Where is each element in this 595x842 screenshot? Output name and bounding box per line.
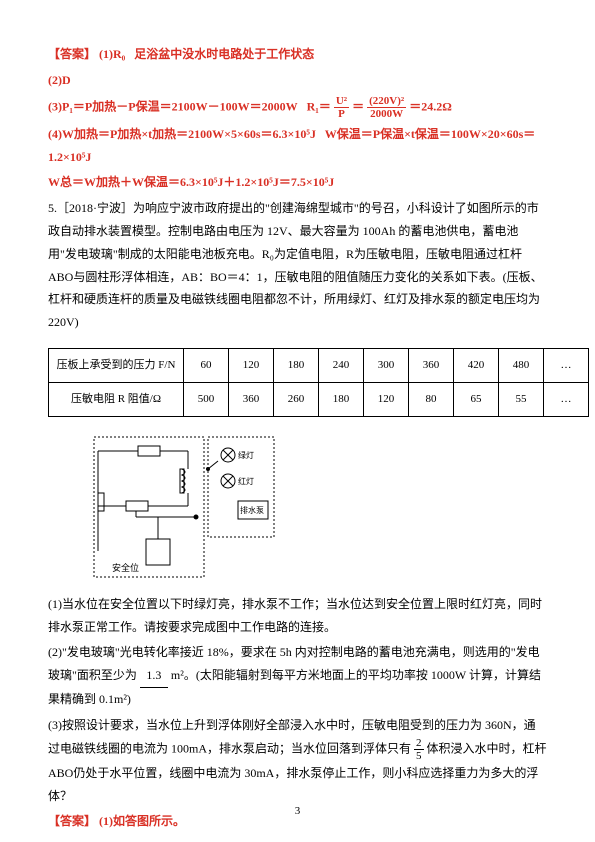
fraction-r1b: (220V)² 2000W (367, 95, 406, 120)
blank-answer: 1.3 (140, 664, 168, 688)
answer-line-1: 【答案】 (1)R₀ 足浴盆中没水时电路处于工作状态 (48, 43, 547, 66)
svg-text:绿灯: 绿灯 (238, 450, 254, 460)
table-row: 压板上承受到的压力 F/N 60 120 180 240 300 360 420… (49, 348, 589, 382)
svg-text:排水泵: 排水泵 (240, 505, 264, 515)
svg-text:红灯: 红灯 (238, 476, 254, 486)
fraction-25: 2 5 (414, 737, 424, 762)
page-number: 3 (0, 801, 595, 822)
circuit-diagram: 安全位 绿灯 红灯 排水泵 (88, 431, 278, 581)
question-part-2: (2)"发电玻璃"光电转化率接近 18%，要求在 5h 内对控制电路的蓄电池充满… (48, 641, 547, 710)
question-part-1: (1)当水位在安全位置以下时绿灯亮，排水泵不工作；当水位达到安全位置上限时红灯亮… (48, 593, 547, 639)
answer-1a: (1)R₀ (99, 47, 125, 61)
question-body: 5.［2018·宁波］为响应宁波市政府提出的"创建海绵型城市"的号召，小科设计了… (48, 197, 547, 334)
answer-line-5: W总＝W加热＋W保温＝6.3×10⁵J＋1.2×10⁵J＝7.5×10⁵J (48, 171, 547, 194)
fraction-r1: U² P (334, 95, 349, 120)
answer-line-4: (4)W加热＝P加热×t加热＝2100W×5×60s＝6.3×10⁵J W保温＝… (48, 123, 547, 169)
svg-text:安全位: 安全位 (112, 562, 139, 573)
row2-label: 压敏电阻 R 阻值/Ω (49, 382, 184, 416)
answer-title: 【答案】 (48, 47, 96, 61)
answer-1b: 足浴盆中没水时电路处于工作状态 (134, 47, 314, 61)
row1-label: 压板上承受到的压力 F/N (49, 348, 184, 382)
question-part-3: (3)按照设计要求，当水位上升到浮体刚好全部浸入水中时，压敏电阻受到的压力为 3… (48, 714, 547, 808)
answer-line-2: (2)D (48, 69, 547, 92)
table-row: 压敏电阻 R 阻值/Ω 500 360 260 180 120 80 65 55… (49, 382, 589, 416)
answer-line-3: (3)P₁＝P加热－P保温＝2100W－100W＝2000W R₁＝ U² P … (48, 95, 547, 120)
data-table: 压板上承受到的压力 F/N 60 120 180 240 300 360 420… (48, 348, 589, 417)
